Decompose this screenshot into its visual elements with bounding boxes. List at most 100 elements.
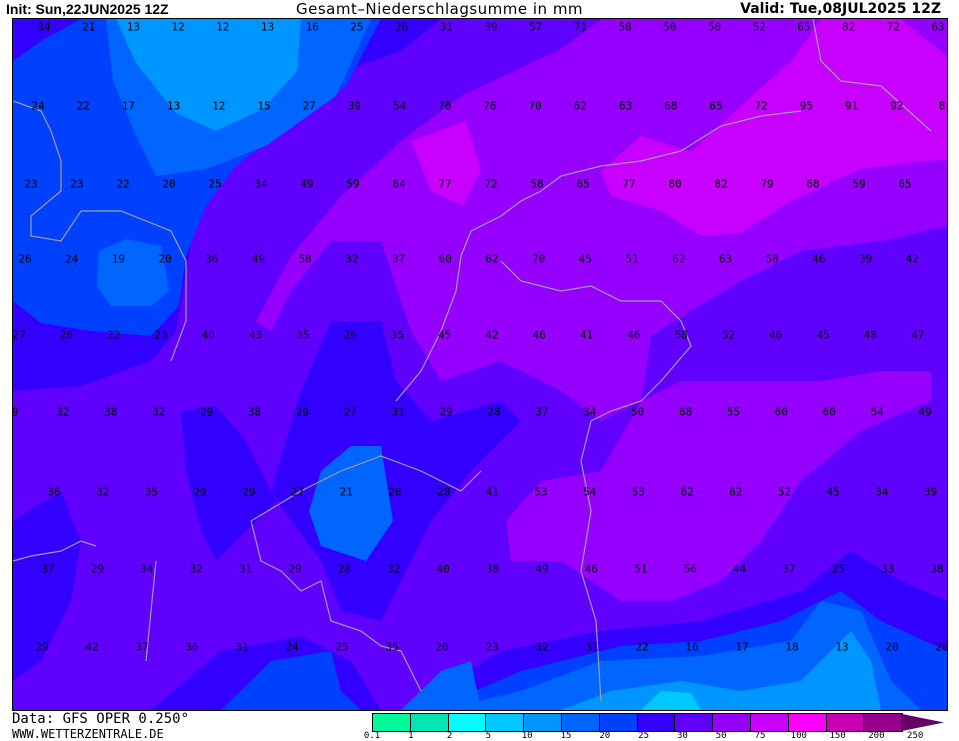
legend-tick: 15 <box>560 731 572 741</box>
legend-swatch <box>713 714 751 731</box>
precip-value: 70 <box>438 99 452 113</box>
legend-tick: 25 <box>638 731 650 741</box>
precip-value: 70 <box>528 99 542 113</box>
legend-tick: 20 <box>599 731 611 741</box>
precip-value: 21 <box>82 20 96 34</box>
precip-value: 53 <box>631 485 646 499</box>
precip-value: 29 <box>90 562 105 576</box>
legend-tick: 2 <box>446 731 453 741</box>
precip-value: 37 <box>135 640 149 654</box>
legend-tick: 150 <box>829 731 846 741</box>
precip-value: 33 <box>881 562 895 576</box>
map-title: Gesamt–Niederschlagsumme in mm <box>296 0 584 18</box>
precip-value: 27 <box>302 99 316 113</box>
valid-time: Valid: Tue,08JUL2025 12Z <box>740 1 941 17</box>
legend-tick: 75 <box>754 731 766 741</box>
precip-value: 25 <box>208 177 222 191</box>
precip-value: 76 <box>483 99 497 113</box>
precip-value: 38 <box>247 405 262 419</box>
precip-value: 26 <box>343 328 357 342</box>
zone-5-10 <box>641 691 701 710</box>
precip-value: 68 <box>678 405 693 419</box>
precip-value: 65 <box>709 99 723 113</box>
precip-value: 91 <box>844 99 859 113</box>
precip-value: 29 <box>242 485 256 499</box>
precip-value: 38 <box>104 405 118 419</box>
precip-value: 13 <box>126 20 141 34</box>
precip-value: 31 <box>235 640 249 654</box>
site-url[interactable]: WWW.WETTERZENTRALE.DE <box>12 727 164 741</box>
zone-15-20 <box>309 446 393 561</box>
precip-value: 28 <box>436 485 451 499</box>
precip-value: 40 <box>436 562 450 576</box>
zone-50-75 <box>506 371 931 601</box>
precip-value: 60 <box>438 252 452 266</box>
precip-value: 13 <box>835 640 849 654</box>
precip-value: 34 <box>875 485 889 499</box>
precip-value: 42 <box>485 328 499 342</box>
precip-value: 37 <box>782 562 796 576</box>
zone-25-30 <box>181 406 276 561</box>
precip-value: 24 <box>31 99 45 113</box>
precip-value: 80 <box>668 177 682 191</box>
precip-value: 35 <box>390 328 405 342</box>
zone-15-20 <box>401 661 481 710</box>
precip-value: 47 <box>911 328 925 342</box>
precip-value: 43 <box>248 328 263 342</box>
precip-value: 39 <box>923 485 938 499</box>
zone-10-15 <box>561 631 881 710</box>
precip-value: 71 <box>573 20 588 34</box>
precip-value: 54 <box>392 99 407 113</box>
precip-value: 41 <box>579 328 594 342</box>
precip-value: 63 <box>718 252 733 266</box>
precip-value: 39 <box>858 252 873 266</box>
precip-value: 34 <box>254 177 268 191</box>
precip-value: 41 <box>485 485 499 499</box>
zone-20-25 <box>221 651 361 710</box>
precip-value: 35 <box>296 328 310 342</box>
precip-value: 28 <box>337 562 352 576</box>
precip-value: 51 <box>625 252 639 266</box>
precip-value: 23 <box>24 177 38 191</box>
precip-value: 28 <box>487 405 501 419</box>
legend-tick: 100 <box>790 731 807 741</box>
precip-value: 62 <box>485 252 499 266</box>
precip-value: 72 <box>754 99 768 113</box>
precip-value: 25 <box>335 640 349 654</box>
precip-value: 9 <box>12 405 19 419</box>
precip-value: 13 <box>166 99 181 113</box>
precip-value: 45 <box>578 252 593 266</box>
precip-value: 20 <box>162 177 176 191</box>
legend-swatch <box>599 714 638 731</box>
precip-value: 34 <box>37 20 51 34</box>
legend-swatch <box>864 714 903 731</box>
precip-value: 49 <box>918 405 932 419</box>
zone-75-100 <box>411 121 481 206</box>
precip-value: 46 <box>812 252 826 266</box>
precip-value: 42 <box>905 252 919 266</box>
precip-value: 34 <box>583 405 597 419</box>
precip-value: 62 <box>729 485 743 499</box>
zone-25-30 <box>13 491 81 681</box>
precip-value: 28 <box>59 328 73 342</box>
precip-value: 48 <box>863 328 878 342</box>
precip-value: 13 <box>260 20 275 34</box>
precip-value: 15 <box>257 99 271 113</box>
legend-tick: 10 <box>521 731 533 741</box>
precip-value: 45 <box>816 328 830 342</box>
precip-value: 21 <box>339 485 353 499</box>
precip-value: 45 <box>438 328 452 342</box>
precip-value: 27 <box>343 405 357 419</box>
legend-swatch <box>637 714 676 731</box>
precip-value: 26 <box>394 20 409 34</box>
legend-tick: 50 <box>715 731 727 741</box>
precip-value: 82 <box>841 20 856 34</box>
precip-value: 58 <box>530 177 544 191</box>
precip-value: 20 <box>435 640 449 654</box>
precip-value: 46 <box>769 328 783 342</box>
precip-value: 46 <box>627 328 641 342</box>
precip-value: 29 <box>35 640 49 654</box>
precip-value: 35 <box>385 640 399 654</box>
contour-layer <box>13 19 947 710</box>
precip-value: 32 <box>189 562 203 576</box>
